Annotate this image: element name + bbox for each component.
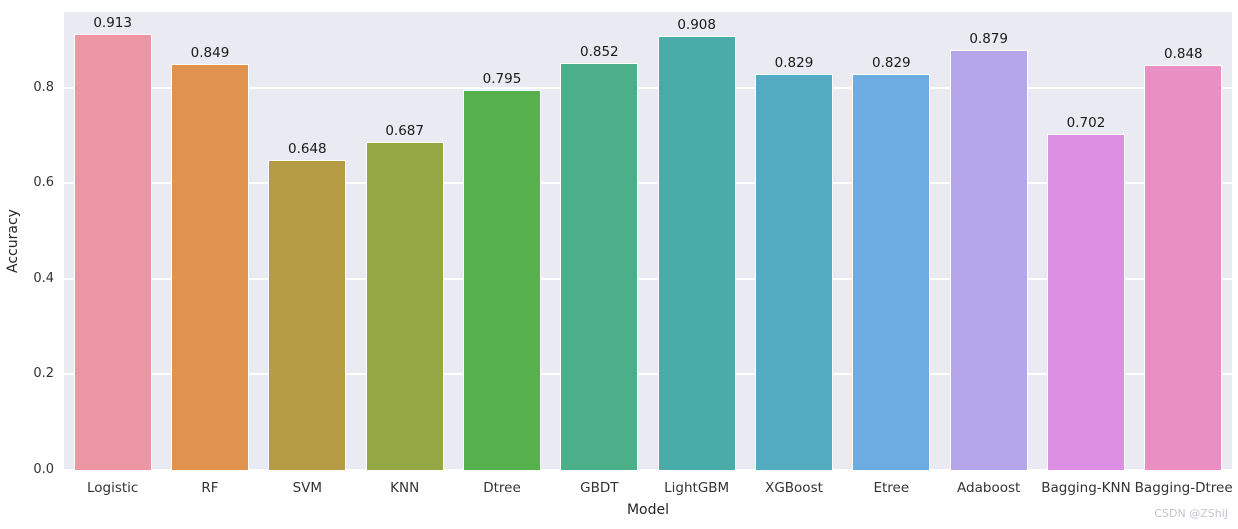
- bar-Adaboost: [949, 49, 1028, 470]
- bar-Dtree: [463, 89, 541, 470]
- bar-value-label: 0.648: [288, 141, 327, 158]
- gridline-y-0.6: [64, 182, 1232, 185]
- x-tick-label-Bagging-Dtree: Bagging-Dtree: [1134, 480, 1233, 496]
- bar-Logistic: [73, 33, 152, 470]
- y-tick-label: 0.4: [33, 270, 54, 286]
- gridline-y-0.0: [64, 469, 1232, 471]
- x-tick-label-SVM: SVM: [292, 480, 323, 496]
- bar-value-label: 0.829: [774, 54, 814, 71]
- x-tick-label-LightGBM: LightGBM: [664, 480, 730, 496]
- x-axis-label: Model: [626, 502, 670, 518]
- gridline-y-0.8: [64, 86, 1232, 89]
- plot-area: 0.913 0.849 0.648 0.687 0.795 0.852 0.908 0.829…: [64, 12, 1232, 471]
- bar-value-label: 0.829: [872, 54, 911, 71]
- bar-GBDT: [560, 62, 639, 470]
- x-tick-label-KNN: KNN: [390, 480, 420, 496]
- y-tick-label: 0.0: [33, 462, 54, 477]
- bar-LightGBM: [657, 35, 736, 470]
- y-tick-label: 0.8: [33, 79, 54, 95]
- x-tick-label-Logistic: Logistic: [86, 480, 139, 496]
- bar-KNN: [365, 141, 444, 470]
- x-tick-label-GBDT: GBDT: [580, 480, 619, 496]
- bar-Etree: [852, 73, 931, 470]
- x-tick-label-Adaboost: Adaboost: [957, 480, 1021, 496]
- y-tick-label: 0.2: [33, 366, 54, 382]
- gridline-y-0.2: [64, 373, 1232, 376]
- y-tick-label: 0.6: [33, 175, 54, 191]
- bar-RF: [171, 64, 249, 470]
- watermark: CSDN @ZShiJ: [1154, 507, 1228, 520]
- bar-value-label: 0.848: [1164, 45, 1203, 62]
- bar-XGBoost: [755, 73, 833, 470]
- x-tick-label-Etree: Etree: [873, 480, 910, 496]
- bar-value-label: 0.702: [1066, 115, 1106, 132]
- x-tick-label-Bagging-KNN: Bagging-KNN: [1041, 480, 1131, 496]
- x-tick-label-Dtree: Dtree: [483, 480, 521, 496]
- bar-value-label: 0.908: [677, 16, 716, 33]
- gridline-y-0.4: [64, 277, 1232, 280]
- bar-value-label: 0.852: [580, 43, 619, 60]
- bar-Bagging-KNN: [1047, 134, 1125, 470]
- bar-SVM: [268, 160, 347, 470]
- bar-Bagging-Dtree: [1144, 64, 1223, 470]
- bar-value-label: 0.795: [482, 70, 522, 87]
- x-tick-label-RF: RF: [201, 480, 219, 496]
- bar-value-label: 0.849: [190, 45, 230, 62]
- bar-value-label: 0.913: [93, 14, 132, 31]
- bar-value-label: 0.879: [969, 30, 1008, 47]
- x-tick-label-XGBoost: XGBoost: [765, 480, 823, 496]
- bar-value-label: 0.687: [385, 122, 424, 139]
